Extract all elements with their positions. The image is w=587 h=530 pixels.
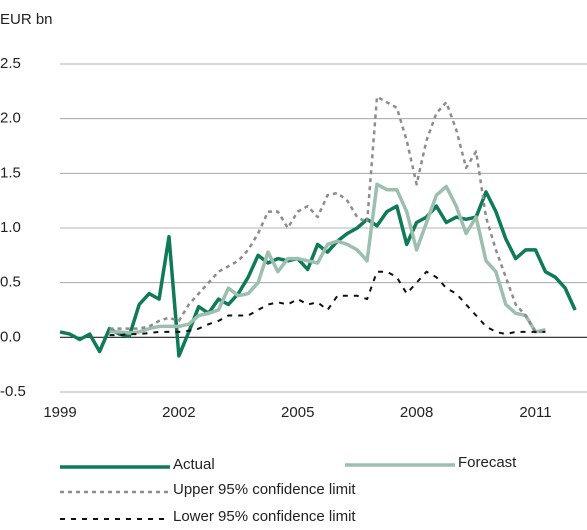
x-tick-label: 2002 (162, 404, 195, 421)
line-series (109, 182, 546, 335)
line-series (109, 95, 546, 334)
y-tick-label: -0.5 (0, 383, 26, 400)
y-tick-label: 0.0 (0, 328, 21, 345)
y-tick-label: 2.0 (0, 110, 21, 127)
legend-label: Lower 95% confidence limit (173, 508, 356, 525)
x-tick-label: 1999 (43, 404, 76, 421)
x-tick-label: 2005 (281, 404, 314, 421)
line-series (59, 190, 577, 358)
x-tick-label: 2011 (519, 404, 551, 421)
legend-label: Forecast (458, 454, 517, 471)
legend-label: Actual (173, 456, 215, 473)
legend-label: Upper 95% confidence limit (173, 481, 356, 498)
y-tick-label: 0.5 (0, 274, 21, 291)
y-axis-label: EUR bn (0, 11, 53, 28)
x-tick-label: 2008 (400, 404, 433, 421)
y-tick-label: 1.0 (0, 219, 21, 236)
y-tick-label: 2.5 (0, 55, 21, 72)
y-tick-label: 1.5 (0, 164, 21, 181)
